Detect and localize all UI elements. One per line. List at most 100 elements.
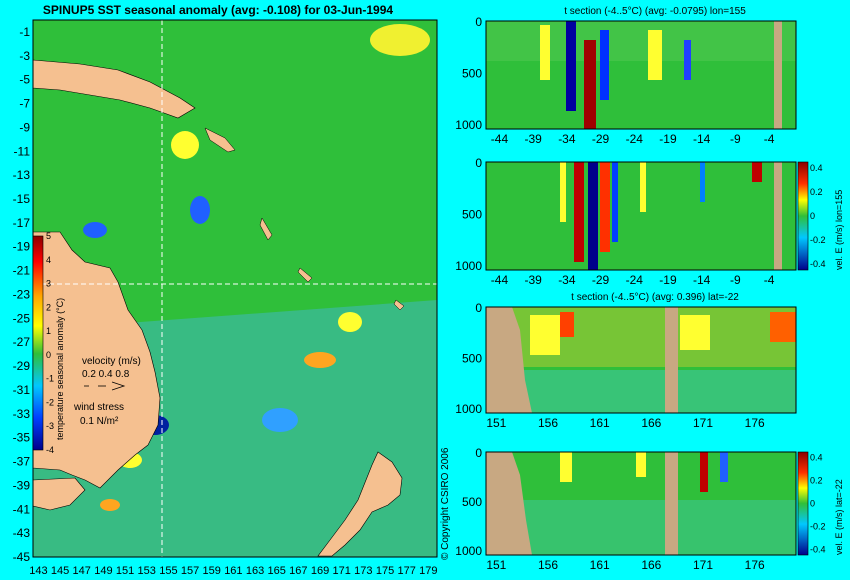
panel-x-tick-label: -29 bbox=[592, 273, 610, 287]
panel-colorbar-tick-label: -0.2 bbox=[810, 235, 826, 245]
colorbar-tick-label: 0 bbox=[46, 350, 51, 360]
map-y-tick-label: -41 bbox=[13, 502, 31, 516]
map-colorbar bbox=[32, 235, 44, 451]
anomaly-warm bbox=[648, 30, 662, 80]
panel-x-tick-label: 176 bbox=[745, 416, 765, 430]
panel-x-tick-label: 166 bbox=[641, 558, 661, 572]
anomaly-warm bbox=[171, 131, 199, 159]
anomaly-warm bbox=[370, 24, 430, 56]
panel-y-tick-label: 500 bbox=[462, 351, 482, 365]
panel-colorbar-tick-label: -0.4 bbox=[810, 259, 826, 269]
panel-frame bbox=[485, 20, 797, 130]
velocity-legend-title: velocity (m/s) bbox=[82, 356, 141, 367]
map-colorbar-ticks: 5 4 3 2 1 0 -1 -2 -3 -4 bbox=[46, 231, 54, 455]
map-x-tick-label: 169 bbox=[311, 565, 329, 577]
map-y-axis: -1 -3 -5 -7 -9 -11 -13 -15 -17 -19 -21 -23 -25 -27 -29… bbox=[13, 25, 31, 564]
vel-east bbox=[560, 452, 572, 482]
map-x-tick-label: 165 bbox=[268, 565, 286, 577]
panel-colorbar bbox=[797, 161, 809, 271]
map-x-tick-label: 175 bbox=[376, 565, 394, 577]
map-y-tick-label: -29 bbox=[13, 359, 31, 373]
panel-y-tick-label: 0 bbox=[475, 15, 482, 29]
panel-colorbar-tick-label: -0.2 bbox=[810, 521, 826, 531]
map-x-tick-label: 151 bbox=[116, 565, 134, 577]
panel-title: t section (-4..5°C) (avg: 0.396) lat=-22 bbox=[571, 292, 739, 303]
panel-land bbox=[486, 452, 532, 555]
vel-section-lat-22: vel. E (m/s) lat=-22 0 500 1000 151 156 161 16… bbox=[455, 446, 844, 572]
panel-y-tick-label: 500 bbox=[462, 495, 482, 509]
panel-x-tick-label: 156 bbox=[538, 416, 558, 430]
panel-x-tick-label: 176 bbox=[745, 558, 765, 572]
map-x-tick-label: 149 bbox=[94, 565, 112, 577]
panel-y-tick-label: 1000 bbox=[455, 259, 482, 273]
panel-frame bbox=[485, 306, 797, 414]
map-plot bbox=[32, 19, 438, 558]
panel-colorbar-label: vel. E (m/s) lat=-22 bbox=[834, 479, 844, 555]
panel-title: t section (-4..5°C) (avg: -0.0795) lon=1… bbox=[564, 6, 746, 17]
map-y-tick-label: -35 bbox=[13, 431, 31, 445]
velocity-arrow bbox=[111, 381, 126, 391]
panel-land bbox=[774, 162, 782, 270]
panel-land bbox=[486, 307, 532, 413]
anomaly-warm bbox=[338, 312, 362, 332]
panel-y-tick-label: 500 bbox=[462, 207, 482, 221]
t-section-lon155: t section (-4..5°C) (avg: -0.0795) lon=1… bbox=[455, 6, 797, 146]
panel-x-tick-label: -39 bbox=[525, 273, 543, 287]
map-y-tick-label: -25 bbox=[13, 311, 31, 325]
panel-x-tick-label: 171 bbox=[693, 558, 713, 572]
vel-west bbox=[588, 162, 598, 270]
panel-y-tick-label: 1000 bbox=[455, 544, 482, 558]
colorbar-tick-label: -3 bbox=[46, 421, 54, 431]
panel-y-tick-label: 1000 bbox=[455, 402, 482, 416]
panel-colorbar-tick-label: 0.4 bbox=[810, 163, 823, 173]
anomaly-cool bbox=[566, 21, 576, 111]
map-y-tick-label: -23 bbox=[13, 287, 31, 301]
colorbar-tick-label: 3 bbox=[46, 279, 51, 289]
panel-y-tick-label: 0 bbox=[475, 446, 482, 460]
map-x-tick-label: 163 bbox=[246, 565, 264, 577]
map-y-tick-label: -27 bbox=[13, 335, 31, 349]
upper-layer bbox=[486, 21, 796, 61]
copyright: © Copyright CSIRO 2006 bbox=[440, 447, 451, 560]
map-x-tick-label: 177 bbox=[397, 565, 415, 577]
anomaly-warm bbox=[584, 40, 596, 129]
wind-legend-scale: 0.1 N/m² bbox=[80, 416, 119, 427]
panel-x-tick-label: -9 bbox=[730, 273, 741, 287]
map-y-tick-label: -5 bbox=[19, 73, 30, 87]
map-y-tick-label: -43 bbox=[13, 526, 31, 540]
map-y-tick-label: -37 bbox=[13, 455, 31, 469]
panel-colorbar-tick-label: 0.4 bbox=[810, 453, 823, 463]
map-x-tick-label: 161 bbox=[224, 565, 242, 577]
anomaly-cool bbox=[600, 30, 609, 100]
anomaly-warm bbox=[770, 312, 796, 342]
map-x-tick-label: 155 bbox=[159, 565, 177, 577]
panel-x-tick-label: 171 bbox=[693, 416, 713, 430]
panel-x-tick-label: 156 bbox=[538, 558, 558, 572]
anomaly-warm bbox=[680, 315, 710, 350]
vel-east bbox=[700, 452, 708, 492]
panel-x-tick-label: -34 bbox=[558, 132, 576, 146]
vel-east bbox=[574, 162, 584, 262]
panel-x-tick-label: -29 bbox=[592, 132, 610, 146]
colorbar-tick-label: -2 bbox=[46, 397, 54, 407]
map-y-tick-label: -13 bbox=[13, 168, 31, 182]
panel-y-tick-label: 0 bbox=[475, 301, 482, 315]
map-x-tick-label: 179 bbox=[419, 565, 437, 577]
deep-layer bbox=[486, 500, 796, 555]
map-y-tick-label: -21 bbox=[13, 264, 31, 278]
velocity-legend-arrows bbox=[84, 381, 126, 391]
anomaly-cool bbox=[83, 222, 107, 238]
panel-x-tick-label: 161 bbox=[590, 558, 610, 572]
map-x-tick-label: 167 bbox=[289, 565, 307, 577]
map-y-tick-label: -31 bbox=[13, 383, 31, 397]
anomaly-warm bbox=[540, 25, 550, 80]
colorbar-tick-label: 5 bbox=[46, 231, 51, 241]
colorbar-tick-label: -4 bbox=[46, 445, 54, 455]
colorbar-tick-label: 1 bbox=[46, 326, 51, 336]
australia-land bbox=[32, 231, 161, 489]
vel-west bbox=[720, 452, 728, 482]
panel-x-tick-label: -24 bbox=[626, 132, 644, 146]
panel-land bbox=[774, 21, 782, 129]
vel-west bbox=[612, 162, 618, 242]
panel-colorbar bbox=[797, 451, 809, 556]
